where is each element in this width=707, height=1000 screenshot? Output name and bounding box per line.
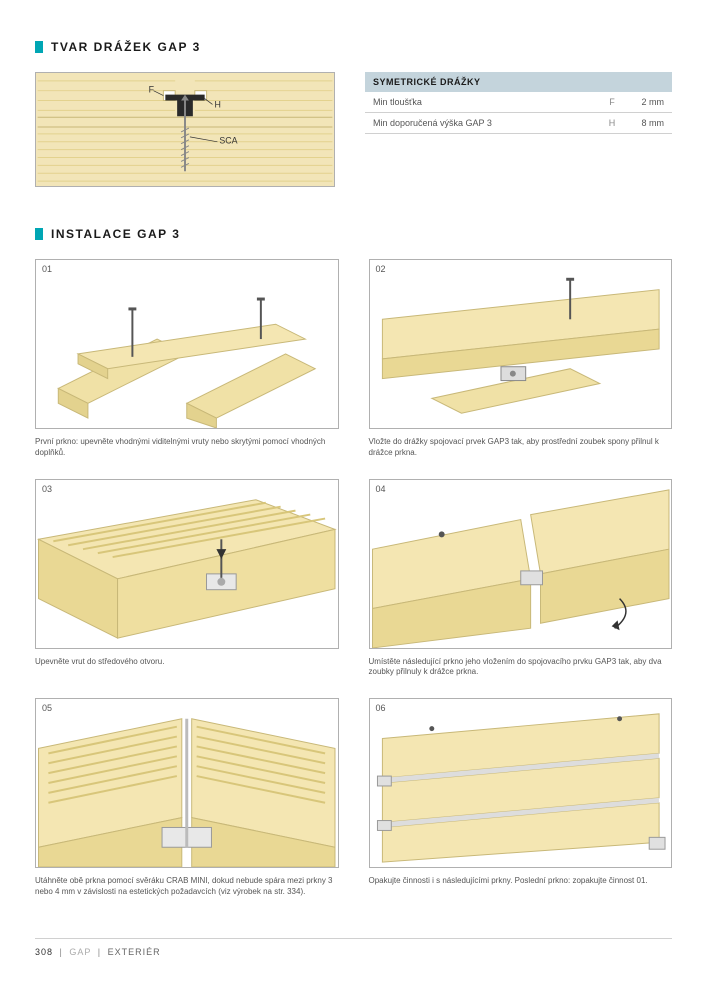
diagram-label-f: F [149,85,155,95]
spec-table: SYMETRICKÉ DRÁŽKY Min tloušťka F 2 mm Mi… [365,72,672,134]
step-illustration [36,260,338,428]
spec-label: Min doporučená výška GAP 3 [365,113,597,134]
groove-diagram: F H SCA [35,72,335,187]
step-caption: Utáhněte obě prkna pomocí svěráku CRAB M… [35,876,339,898]
step-caption: Opakujte činnosti i s následujícími prkn… [369,876,673,887]
footer-sep: | [60,947,63,957]
diagram-label-h: H [214,99,220,109]
steps-grid: 01 První prkno: upevněte vhodnými vidite… [35,259,672,898]
table-row: Min doporučená výška GAP 3 H 8 mm [365,113,672,134]
step-panel: 03 [35,479,339,649]
step-panel: 04 [369,479,673,649]
footer-right: EXTERIÉR [108,947,161,957]
spec-table-header: SYMETRICKÉ DRÁŽKY [365,72,672,92]
step-caption: Umístěte následující prkno jeho vložením… [369,657,673,679]
spec-value: 8 mm [627,113,672,134]
step-caption: První prkno: upevněte vhodnými viditelný… [35,437,339,459]
step-illustration [370,480,672,648]
step-06: 06 Opakujte činnosti i s následujícími p… [369,698,673,898]
step-number: 02 [376,264,386,274]
step-04: 04 Umístěte následující prkno jeho vlože… [369,479,673,679]
footer-sep: | [98,947,101,957]
step-illustration [36,480,338,648]
diagram-label-sca: SCA [219,136,237,146]
step-panel: 02 [369,259,673,429]
spec-symbol: F [597,92,627,113]
spec-value: 2 mm [627,92,672,113]
step-illustration [370,260,672,428]
step-05: 05 Utáhněte obě prkna [35,698,339,898]
spec-symbol: H [597,113,627,134]
page-footer: 308 | GAP | EXTERIÉR [35,938,672,957]
accent-bar-icon [35,228,43,240]
section-title: INSTALACE GAP 3 [51,227,180,241]
step-caption: Vložte do drážky spojovací prvek GAP3 ta… [369,437,673,459]
step-panel: 06 [369,698,673,868]
groove-diagram-svg: F H SCA [36,73,334,186]
section-heading-shape: TVAR DRÁŽEK GAP 3 [35,40,672,54]
shape-row: F H SCA SYMETRICKÉ DRÁŽKY Min tloušťka F… [35,72,672,187]
step-number: 04 [376,484,386,494]
step-illustration [370,699,672,867]
step-number: 05 [42,703,52,713]
step-01: 01 První prkno: upevněte vhodnými vidite… [35,259,339,459]
spec-label: Min tloušťka [365,92,597,113]
table-row: Min tloušťka F 2 mm [365,92,672,113]
step-illustration [36,699,338,867]
step-panel: 01 [35,259,339,429]
footer-mid: GAP [69,947,91,957]
step-panel: 05 [35,698,339,868]
step-03: 03 Upevněte vrut do středového otvoru. [35,479,339,679]
step-caption: Upevněte vrut do středového otvoru. [35,657,339,668]
footer-page: 308 [35,947,53,957]
step-02: 02 Vložte do drážky spojovací prvek GAP3… [369,259,673,459]
step-number: 06 [376,703,386,713]
step-number: 03 [42,484,52,494]
section-heading-install: INSTALACE GAP 3 [35,227,672,241]
section-title: TVAR DRÁŽEK GAP 3 [51,40,201,54]
accent-bar-icon [35,41,43,53]
step-number: 01 [42,264,52,274]
